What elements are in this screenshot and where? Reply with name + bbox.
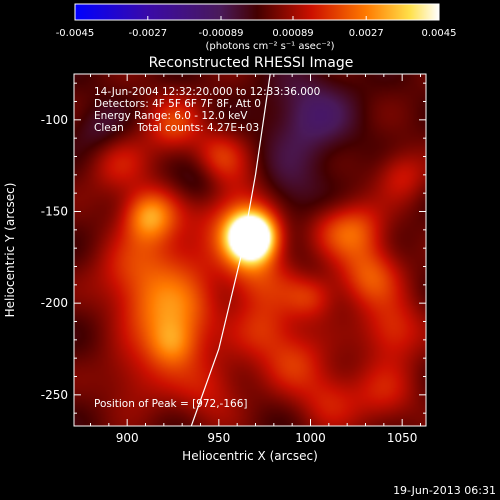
x-axis-label: Heliocentric X (arcsec)	[182, 449, 318, 463]
x-tick-label: 1050	[387, 431, 418, 445]
colorbar-ticks: -0.0045 -0.0027 -0.00089 0.00089 0.0027 0.004…	[56, 16, 457, 39]
annotation-time-range: 14-Jun-2004 12:32:20.000 to 12:33:36.000	[94, 86, 320, 98]
y-tick-label: -200	[41, 296, 68, 310]
y-tick-label: -150	[41, 205, 68, 219]
annotation-clean-counts: Clean Total counts: 4.27E+03	[94, 122, 259, 134]
colorbar	[74, 3, 440, 21]
colorbar-tick-label: 0.0045	[422, 28, 457, 39]
colorbar-tick-label: -0.0027	[128, 28, 167, 39]
y-tick-label: -250	[41, 388, 68, 402]
annotation-detectors: Detectors: 4F 5F 6F 7F 8F, Att 0	[94, 98, 261, 110]
colorbar-tick-label: 0.00089	[272, 28, 313, 39]
limb-line	[190, 74, 271, 426]
annotation-energy-range: Energy Range: 6.0 - 12.0 keV	[94, 110, 248, 122]
y-tick-label: -100	[41, 113, 68, 127]
colorbar-units-label: (photons cm⁻² s⁻¹ asec⁻²)	[205, 41, 334, 52]
footer-timestamp: 19-Jun-2013 06:31	[393, 484, 496, 497]
axis-ticks: 900 950 1000 1050 -100 -150 -200 -250	[41, 74, 426, 445]
y-axis-label: Heliocentric Y (arcsec)	[3, 183, 17, 318]
colorbar-tick-label: -0.00089	[199, 28, 244, 39]
colorbar-tick-label: 0.0027	[349, 28, 384, 39]
x-tick-label: 950	[207, 431, 230, 445]
peak-position-label: Position of Peak = [972,-166]	[94, 398, 248, 410]
plot-frame	[73, 73, 427, 427]
chart-title: Reconstructed RHESSI Image	[149, 55, 354, 71]
heatmap-image	[74, 74, 426, 426]
x-tick-label: 900	[116, 431, 139, 445]
colorbar-tick-label: -0.0045	[56, 28, 95, 39]
x-tick-label: 1000	[295, 431, 326, 445]
